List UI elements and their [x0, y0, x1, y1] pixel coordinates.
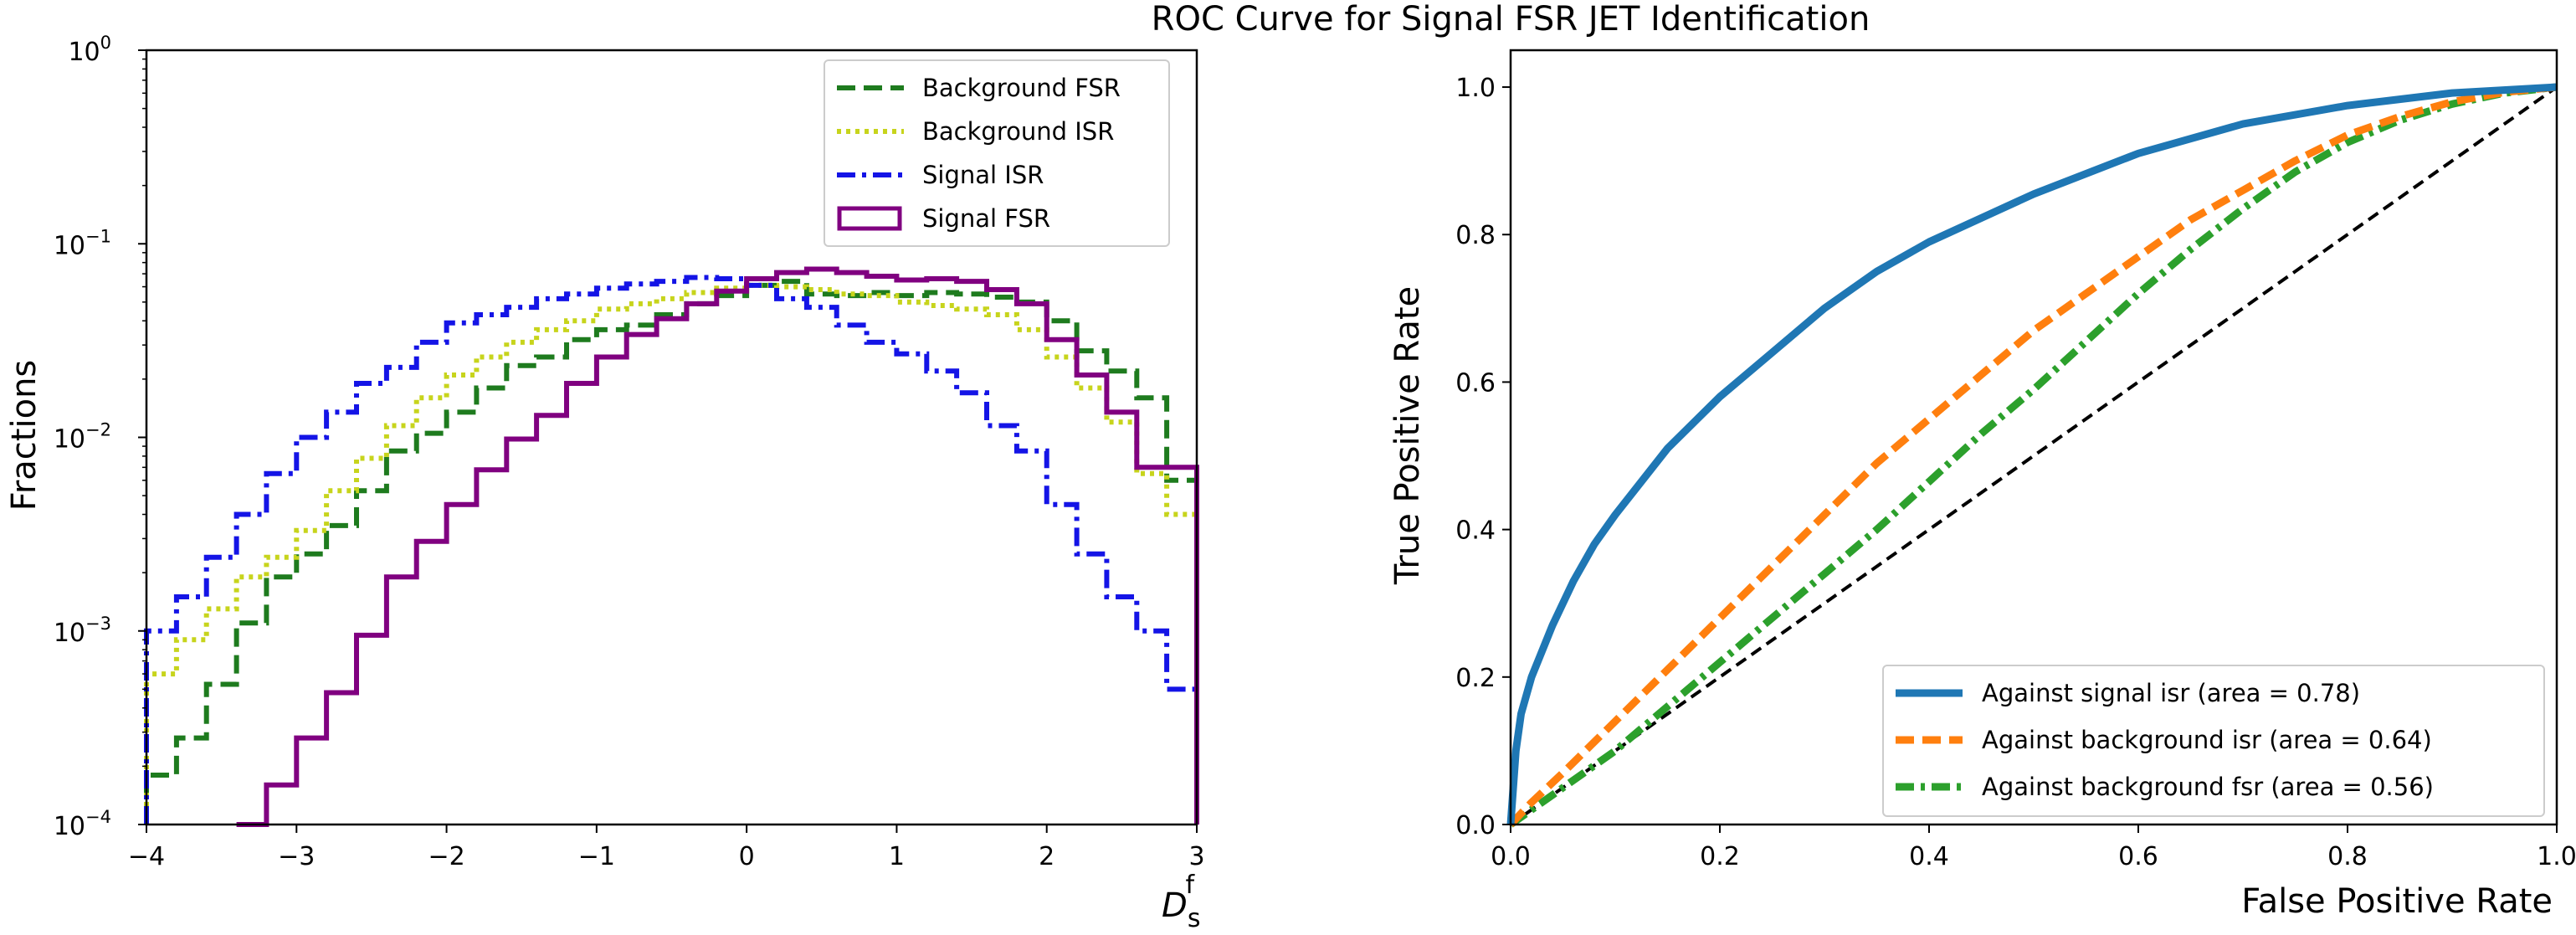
roc-series-against-background-fsr-area-0-56	[1508, 83, 2558, 828]
histogram-x-ticks: −4 −3 −2 −1 0 1 2 3	[128, 825, 1205, 871]
roc-legend-label: Against background fsr (area = 0.56)	[1982, 773, 2434, 801]
roc-y-tick-label: 1.0	[1455, 74, 1496, 103]
histogram-legend-box	[824, 59, 1170, 247]
roc-y-axis-label: True Positive Rate	[1388, 286, 1427, 585]
histogram-y-tick-label: 100	[68, 33, 111, 67]
histogram-y-tick-label: 10−1	[54, 226, 111, 260]
histogram-legend-label: Background ISR	[922, 117, 1114, 146]
histogram-y-tick-label: 10−4	[54, 807, 111, 841]
roc-x-tick-label: 0.0	[1491, 842, 1531, 871]
roc-x-tick-label: 0.6	[2118, 842, 2158, 871]
roc-series-diagonal-reference	[1509, 85, 2558, 826]
roc-panel: ROC Curve for Signal FSR JET Identificat…	[1152, 0, 2576, 921]
roc-series-against-background-isr-area-0-64	[1507, 83, 2558, 828]
roc-chart-title: ROC Curve for Signal FSR JET Identificat…	[1152, 0, 1870, 39]
roc-x-tick-label: 1.0	[2537, 842, 2576, 871]
histogram-series-group	[144, 266, 1199, 827]
roc-x-tick-label: 0.4	[1909, 842, 1949, 871]
histogram-legend-swatch	[837, 206, 902, 231]
roc-axes-frame	[1509, 49, 2558, 826]
histogram-x-tick-label: −3	[278, 842, 315, 871]
roc-x-tick-label: 0.8	[2327, 842, 2368, 871]
histogram-x-axis-label: Dsf	[1162, 871, 1200, 933]
roc-legend: Against signal isr (area = 0.78) Against …	[1882, 665, 2545, 817]
roc-y-tick-label: 0.0	[1455, 811, 1496, 840]
histogram-series-signal-fsr	[236, 266, 1199, 827]
histogram-y-ticks: 10−4 10−3 10−2 10−1 100	[54, 33, 146, 841]
roc-series-group	[1506, 83, 2558, 828]
histogram-x-tick-label: 2	[1039, 842, 1055, 871]
roc-x-axis-label: False Positive Rate	[2241, 882, 2553, 921]
roc-y-tick-label: 0.4	[1455, 516, 1496, 546]
histogram-x-tick-label: 3	[1188, 842, 1204, 871]
roc-y-tick-label: 0.6	[1455, 368, 1496, 398]
histogram-x-tick-label: 0	[739, 842, 755, 871]
histogram-y-tick-label: 10−3	[54, 614, 111, 648]
histogram-legend-label: Signal FSR	[922, 204, 1050, 233]
roc-legend-box	[1882, 665, 2545, 817]
histogram-y-axis-label: Fractions	[5, 360, 44, 511]
roc-y-tick-label: 0.2	[1455, 664, 1496, 693]
histogram-legend-label: Background FSR	[922, 74, 1121, 102]
histogram-panel: −4 −3 −2 −1 0 1 2 3 10−4 10−3 10−2 10−1 100 Fractio…	[5, 33, 1205, 933]
histogram-series-background-isr	[144, 282, 1199, 825]
roc-legend-label: Against background isr (area = 0.64)	[1982, 726, 2432, 754]
roc-y-tick-label: 0.8	[1455, 221, 1496, 250]
histogram-x-tick-label: −1	[578, 842, 615, 871]
roc-series-against-signal-isr-area-0-78	[1506, 83, 2558, 825]
roc-y-ticks: 0.0 0.2 0.4 0.6 0.8 1.0	[1455, 74, 1511, 840]
histogram-x-tick-label: −2	[428, 842, 464, 871]
roc-x-tick-label: 0.2	[1700, 842, 1740, 871]
histogram-legend-label: Signal ISR	[922, 161, 1044, 189]
roc-legend-label: Against signal isr (area = 0.78)	[1982, 679, 2360, 707]
roc-x-ticks: 0.0 0.2 0.4 0.6 0.8 1.0	[1491, 825, 2576, 871]
histogram-series-signal-isr	[144, 275, 1199, 825]
histogram-x-tick-label: −4	[128, 842, 165, 871]
histogram-legend: Background FSR Background ISR Signal ISR Si…	[824, 59, 1170, 247]
histogram-x-tick-label: 1	[889, 842, 905, 871]
histogram-y-tick-label: 10−2	[54, 420, 111, 455]
